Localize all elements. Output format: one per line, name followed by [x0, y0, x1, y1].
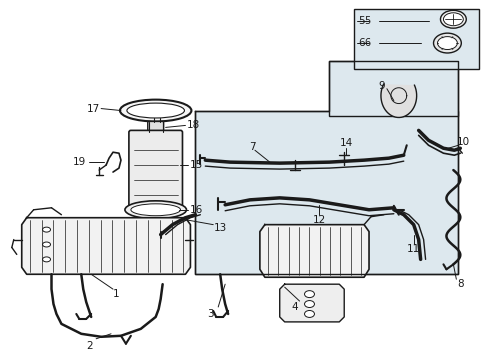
Text: 1: 1 [112, 289, 119, 299]
Ellipse shape [443, 13, 462, 26]
Text: 13: 13 [213, 222, 226, 233]
Ellipse shape [304, 291, 314, 298]
Text: 10: 10 [456, 137, 469, 147]
Text: 16: 16 [189, 205, 203, 215]
Text: 9: 9 [378, 81, 385, 91]
Text: 3: 3 [206, 309, 213, 319]
FancyBboxPatch shape [328, 61, 457, 116]
Text: 19: 19 [73, 157, 86, 167]
Text: 12: 12 [312, 215, 325, 225]
Text: 6: 6 [357, 38, 364, 48]
Ellipse shape [433, 33, 460, 53]
Text: 4: 4 [291, 302, 297, 312]
Text: 6: 6 [363, 38, 369, 48]
Text: 7: 7 [248, 142, 255, 152]
FancyBboxPatch shape [147, 121, 163, 133]
Polygon shape [259, 225, 368, 277]
Polygon shape [279, 284, 344, 322]
Text: 18: 18 [186, 121, 200, 130]
Text: 5: 5 [357, 16, 364, 26]
Ellipse shape [127, 103, 184, 118]
Ellipse shape [124, 201, 186, 219]
Ellipse shape [120, 100, 191, 121]
Text: 17: 17 [86, 104, 100, 113]
FancyBboxPatch shape [129, 130, 182, 209]
Ellipse shape [131, 204, 180, 216]
Text: 8: 8 [456, 279, 463, 289]
Ellipse shape [304, 301, 314, 307]
Polygon shape [21, 218, 190, 274]
Text: 11: 11 [406, 244, 420, 255]
FancyBboxPatch shape [353, 9, 478, 69]
Text: 2: 2 [86, 341, 92, 351]
Ellipse shape [42, 227, 50, 232]
Ellipse shape [440, 10, 466, 28]
Ellipse shape [304, 310, 314, 318]
Text: 14: 14 [339, 138, 352, 148]
Text: 5: 5 [363, 16, 369, 26]
Polygon shape [380, 84, 416, 117]
Ellipse shape [437, 37, 456, 50]
Ellipse shape [42, 257, 50, 262]
Text: 15: 15 [189, 160, 203, 170]
FancyBboxPatch shape [195, 111, 457, 274]
Ellipse shape [42, 242, 50, 247]
